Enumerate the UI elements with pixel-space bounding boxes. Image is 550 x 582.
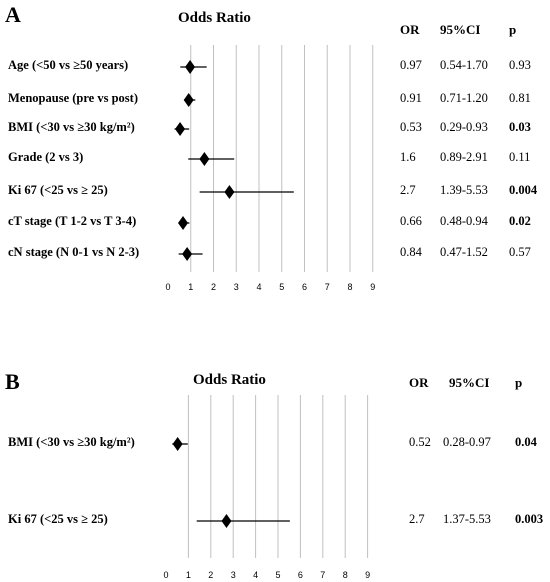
x-tick-label: 2 [211,282,216,292]
odds-ratio-marker [172,437,183,451]
x-tick-label: 6 [302,282,307,292]
row-label: BMI (<30 vs ≥30 kg/m²) [8,120,135,134]
x-tick-label: 0 [163,570,168,580]
column-header-or: OR [400,22,420,37]
ci-value: 0.71-1.20 [440,91,488,105]
or-value: 0.52 [409,435,431,449]
x-tick-label: 2 [208,570,213,580]
x-tick-label: 9 [370,282,375,292]
plot-title: Odds Ratio [178,10,251,26]
x-tick-label: 8 [347,282,352,292]
x-tick-label: 4 [256,282,261,292]
forest-plot-panel-b: 0 1 2 3 4 5 6 7 8 9 B Odds Ratio OR 95%CI p BMI (… [0,362,550,582]
odds-ratio-marker [178,216,189,230]
odds-ratio-marker [182,247,193,261]
p-value: 0.57 [509,245,531,259]
odds-ratio-marker [175,122,186,136]
or-value: 0.97 [400,58,422,72]
x-tick-label: 6 [298,570,303,580]
x-tick-label: 3 [231,570,236,580]
x-tick-label: 7 [325,282,330,292]
or-value: 2.7 [400,183,416,197]
x-tick-label: 8 [343,570,348,580]
forest-plot-b-svg: 0 1 2 3 4 5 6 7 8 9 [163,395,370,580]
odds-ratio-marker [199,152,210,166]
ci-value: 0.28-0.97 [443,435,491,449]
forest-plot-a-svg: 0 1 2 3 4 5 6 7 8 9 [165,45,375,292]
panel-label: B [5,369,20,394]
ci-value: 0.89-2.91 [440,150,488,164]
or-value: 2.7 [409,512,425,526]
ci-value: 0.47-1.52 [440,245,488,259]
x-tick-label: 4 [253,570,258,580]
forest-plot-panel-a: 0 1 2 3 4 5 6 7 8 9 A Odds Ratio OR 95%CI p Age (… [5,2,538,292]
or-value: 1.6 [400,150,416,164]
x-tick-label: 1 [186,570,191,580]
column-header-p: p [515,375,523,390]
odds-ratio-marker [224,185,235,199]
ci-value: 0.29-0.93 [440,120,488,134]
p-value: 0.02 [509,214,531,228]
p-value: 0.93 [509,58,531,72]
odds-ratio-marker [183,93,194,107]
ci-value: 0.54-1.70 [440,58,488,72]
x-tick-label: 1 [188,282,193,292]
plot-title: Odds Ratio [193,372,266,388]
x-tick-label: 7 [320,570,325,580]
row-label: Ki 67 (<25 vs ≥ 25) [8,512,108,526]
column-header-ci: 95%CI [440,22,481,37]
p-value: 0.004 [509,183,538,197]
p-value: 0.003 [515,512,544,526]
or-value: 0.53 [400,120,422,134]
p-value: 0.03 [509,120,531,134]
row-label: Age (<50 vs ≥50 years) [8,58,129,72]
p-value: 0.04 [515,435,537,449]
row-label: Ki 67 (<25 vs ≥ 25) [8,183,108,197]
ci-value: 1.37-5.53 [443,512,491,526]
row-label: cN stage (N 0-1 vs N 2-3) [8,245,140,259]
x-tick-label: 5 [275,570,280,580]
x-tick-label: 9 [365,570,370,580]
p-value: 0.81 [509,91,531,105]
x-tick-label: 3 [234,282,239,292]
odds-ratio-marker [185,60,196,74]
row-label: cT stage (T 1-2 vs T 3-4) [8,214,137,228]
x-tick-label: 0 [165,282,170,292]
p-value: 0.11 [509,150,531,164]
panel-label: A [5,2,21,27]
column-header-p: p [509,22,517,37]
ci-value: 1.39-5.53 [440,183,488,197]
row-label: BMI (<30 vs ≥30 kg/m²) [8,435,135,449]
row-label: Grade (2 vs 3) [8,150,84,164]
odds-ratio-marker [221,514,232,528]
or-value: 0.91 [400,91,422,105]
x-tick-label: 5 [279,282,284,292]
ci-value: 0.48-0.94 [440,214,488,228]
or-value: 0.84 [400,245,422,259]
row-label: Menopause (pre vs post) [8,91,138,105]
column-header-ci: 95%CI [449,375,490,390]
or-value: 0.66 [400,214,422,228]
column-header-or: OR [409,375,429,390]
